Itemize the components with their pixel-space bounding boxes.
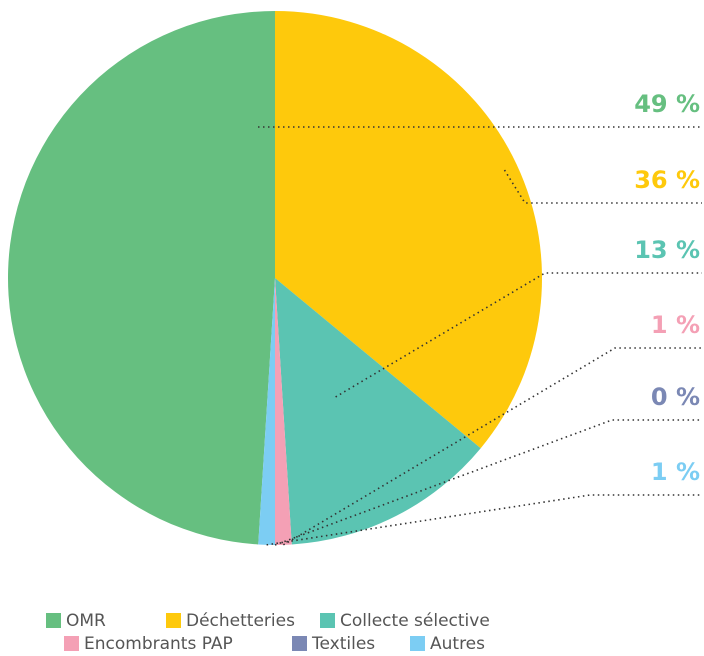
value-label: 36 % xyxy=(634,166,700,194)
legend-label: Déchetteries xyxy=(186,611,295,631)
legend-swatch xyxy=(64,636,79,651)
legend-swatch xyxy=(46,613,61,628)
value-label: 13 % xyxy=(634,236,700,264)
leader-line xyxy=(335,272,702,398)
value-label: 1 % xyxy=(651,458,700,486)
value-label: 0 % xyxy=(651,383,700,411)
value-label: 1 % xyxy=(651,311,700,339)
pie-slice xyxy=(275,11,542,449)
value-label: 49 % xyxy=(634,90,700,118)
pie-slice xyxy=(275,278,292,545)
legend-swatch xyxy=(166,613,181,628)
legend-swatch xyxy=(410,636,425,651)
legend-swatch xyxy=(320,613,335,628)
pie-slice xyxy=(7,11,276,545)
pie-slice xyxy=(275,278,481,545)
legend-label: Encombrants PAP xyxy=(84,634,233,654)
legend-label: Collecte sélective xyxy=(340,611,490,631)
legend-label: Autres xyxy=(430,634,485,654)
legend-swatch xyxy=(292,636,307,651)
pie-slice xyxy=(258,278,275,545)
leader-line xyxy=(282,347,702,546)
legend-label: Textiles xyxy=(311,634,375,654)
legend-label: OMR xyxy=(66,611,106,631)
